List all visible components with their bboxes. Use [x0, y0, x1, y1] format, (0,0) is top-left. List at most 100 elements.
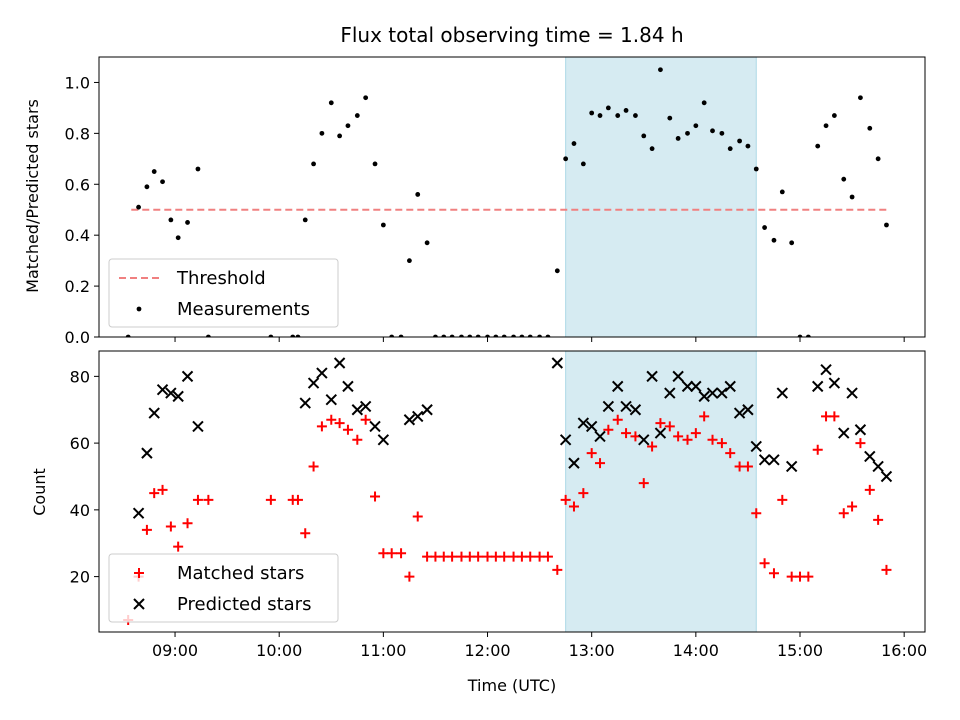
y-tick-label: 20	[70, 568, 90, 587]
measurements-point	[537, 334, 543, 337]
measurements-point	[205, 334, 211, 337]
measurements-point	[849, 194, 855, 200]
predicted-stars-point	[148, 407, 160, 419]
predicted-stars-point	[577, 417, 590, 429]
predicted-stars-point	[141, 447, 153, 459]
x-axis-label: Time (UTC)	[467, 676, 556, 695]
legend-label-measurements: Measurements	[177, 299, 310, 320]
measurements-point	[571, 141, 577, 146]
matched-stars-point	[342, 424, 353, 435]
legend-swatch-measurements	[136, 306, 142, 312]
measurements-point	[753, 166, 759, 172]
matched-stars-point	[707, 434, 718, 445]
matched-stars-point	[326, 414, 337, 425]
measurements-point	[858, 95, 863, 101]
matched-stars-point	[447, 551, 458, 562]
measurements-point	[475, 334, 481, 337]
matched-stars-point	[360, 414, 371, 425]
x-tick-label: 16:00	[881, 641, 927, 660]
predicted-stars-point	[768, 454, 780, 466]
measurements-point	[623, 108, 629, 113]
matched-stars-point	[316, 421, 327, 432]
measurements-point	[511, 334, 516, 337]
measurements-point	[789, 240, 795, 246]
predicted-stars-point	[724, 380, 736, 393]
measurements-point	[693, 123, 699, 129]
y-tick-label: 60	[70, 434, 90, 453]
y-tick-label: 0.2	[65, 277, 90, 296]
predicted-stars-point	[165, 387, 177, 399]
matched-stars-point	[759, 558, 770, 569]
measurements-point	[380, 222, 386, 228]
predicted-stars-point	[299, 397, 311, 409]
y-tick-label: 1.0	[65, 73, 90, 92]
matched-stars-point	[682, 434, 693, 445]
matched-stars-point	[473, 551, 484, 562]
measurements-point	[175, 235, 181, 241]
measurements-point	[527, 334, 533, 337]
matched-stars-point	[777, 494, 788, 505]
matched-stars-point	[603, 424, 614, 435]
measurements-point	[125, 334, 131, 337]
measurements-point	[302, 217, 308, 223]
measurements-point	[168, 217, 174, 223]
measurements-point	[185, 220, 190, 225]
predicted-stars-point	[172, 390, 184, 403]
predicted-stars-point	[854, 424, 867, 436]
matched-stars-point	[578, 488, 589, 499]
measurements-point	[459, 334, 464, 337]
matched-stars-point	[182, 518, 193, 529]
predicted-stars-point	[785, 460, 798, 473]
measurements-point	[433, 334, 438, 337]
matched-stars-point	[157, 484, 168, 495]
measurements-point	[762, 225, 767, 230]
matched-stars-point	[655, 418, 666, 429]
top-y-axis-label: Matched/Predicted stars	[23, 99, 42, 293]
y-tick-label: 0.6	[65, 175, 90, 194]
matched-stars-point	[847, 501, 858, 512]
matched-stars-point	[141, 524, 152, 535]
matched-stars-point	[838, 508, 849, 519]
y-tick-label: 0.8	[65, 124, 90, 143]
measurements-point	[633, 113, 638, 118]
bottom-y-axis-label: Count	[30, 468, 49, 516]
axes-frame	[98, 56, 926, 338]
predicted-stars-point	[828, 377, 841, 389]
predicted-stars-point	[638, 434, 650, 446]
predicted-stars-point	[612, 380, 624, 393]
legend-label-predicted-stars: Predicted stars	[177, 594, 311, 615]
predicted-stars-point	[192, 420, 204, 433]
measurements-point	[151, 169, 157, 174]
matched-stars-point	[165, 521, 176, 532]
measurements-point	[779, 189, 785, 195]
measurements-point	[295, 334, 301, 337]
measurements-point	[389, 334, 395, 337]
measurements-point	[805, 334, 811, 337]
matched-stars-point	[673, 431, 684, 442]
predicted-stars-point	[812, 380, 824, 393]
predicted-stars-point	[880, 470, 893, 483]
predicted-stars-point	[681, 380, 694, 393]
measurements-point	[831, 113, 837, 118]
matched-stars-point	[881, 564, 892, 575]
matched-stars-point	[647, 441, 658, 452]
matched-stars-point	[422, 551, 433, 562]
predicted-stars-point	[156, 384, 169, 396]
measurements-point	[160, 179, 165, 185]
legend-box	[108, 258, 339, 328]
predicted-stars-point	[585, 420, 598, 433]
bottom-panel: 20 40 60 80 09:00 10:00 11:00 12:00 13:00 14:00 15…	[70, 350, 927, 660]
predicted-stars-point	[559, 434, 572, 446]
predicted-stars-point	[620, 400, 632, 413]
predicted-stars-point	[758, 454, 771, 466]
predicted-stars-point	[594, 430, 606, 443]
matched-stars-point	[370, 491, 381, 502]
matched-stars-point	[265, 494, 276, 505]
predicted-stars-point	[351, 404, 364, 416]
matched-stars-point	[586, 448, 597, 459]
matched-stars-point	[716, 438, 727, 449]
legend: Matched stars Predicted stars	[108, 553, 339, 623]
predicted-stars-point	[602, 400, 615, 413]
y-tick-label: 0.0	[65, 328, 90, 347]
measurements-point	[441, 334, 447, 337]
